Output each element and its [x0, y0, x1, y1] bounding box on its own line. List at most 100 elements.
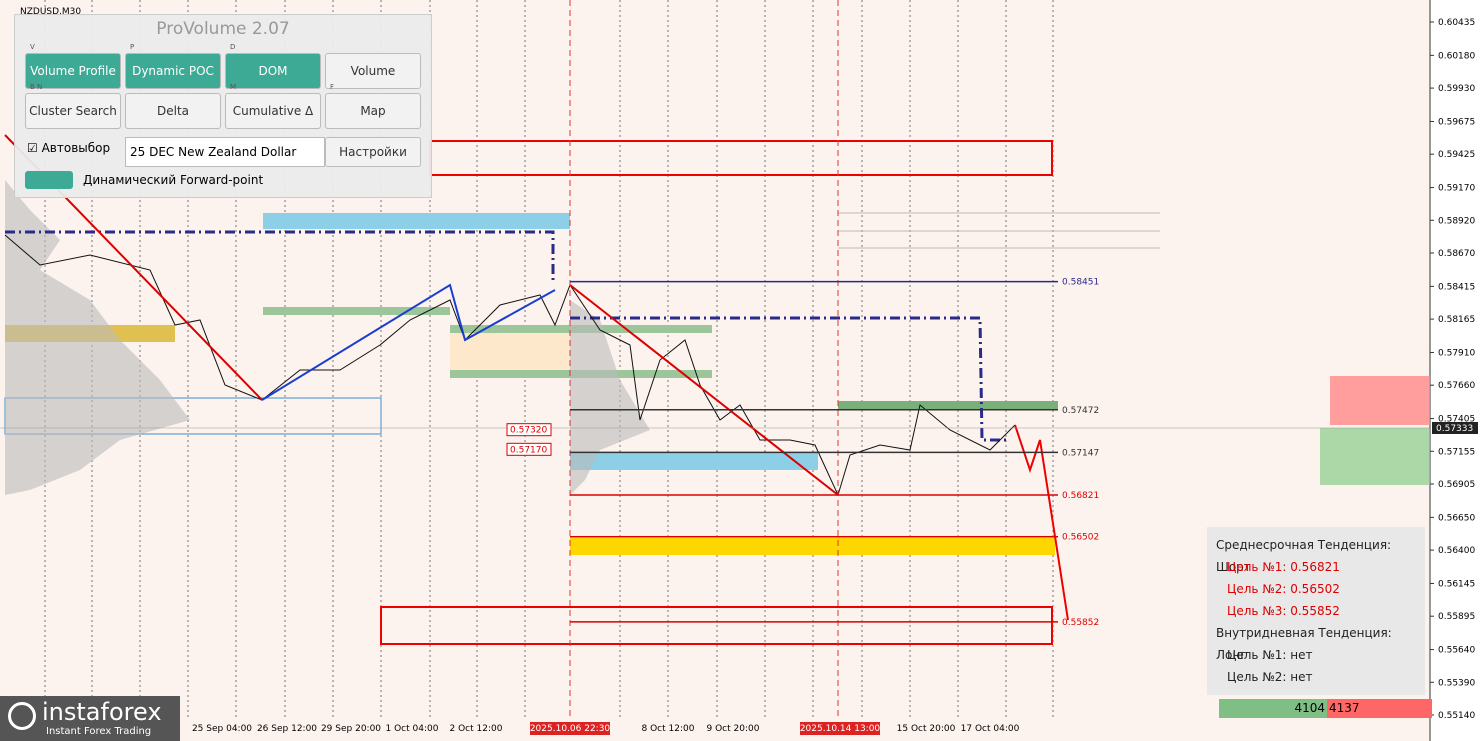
- price-tick: 0.60435: [1438, 18, 1475, 28]
- zone: [838, 401, 1058, 410]
- info-box: Среднесрочная Тенденция: Шорт Цель №1: 0.…: [1207, 527, 1425, 695]
- price-tick: 0.57405: [1438, 415, 1475, 425]
- panel-button[interactable]: Volume: [325, 53, 421, 89]
- dom-buy: [1320, 428, 1430, 485]
- provolume-panel: ProVolume 2.07 Volume Profile V Dynamic PO…: [14, 14, 432, 198]
- time-label: 15 Oct 20:00: [897, 724, 956, 734]
- zone: [263, 213, 570, 229]
- price-tick: 0.56145: [1438, 579, 1475, 589]
- time-label: 2025.10.14 13:00: [800, 724, 881, 734]
- price-tick: 0.59930: [1438, 84, 1475, 94]
- price-tick: 0.56905: [1438, 480, 1475, 490]
- time-label: 17 Oct 04:00: [961, 724, 1020, 734]
- toggle[interactable]: [25, 171, 73, 189]
- price-tick: 0.58920: [1438, 216, 1475, 226]
- price-tick: 0.59425: [1438, 150, 1475, 160]
- time-highlight: [530, 722, 610, 735]
- current-price-box: [1432, 421, 1478, 434]
- info-line: Цель №2: 0.56502: [1227, 582, 1340, 596]
- zone: [570, 453, 818, 470]
- price-tick: 0.55140: [1438, 711, 1475, 721]
- price-tick: 0.55390: [1438, 678, 1475, 688]
- price-tick: 0.56400: [1438, 546, 1475, 556]
- price-tick: 0.59675: [1438, 117, 1475, 127]
- time-label: 2 Oct 12:00: [450, 724, 503, 734]
- info-line: Внутридневная Тенденция: Лонг: [1216, 626, 1392, 662]
- button-key: V: [30, 43, 35, 51]
- time-highlight: [800, 722, 880, 735]
- logo-icon: [8, 702, 36, 730]
- settings-button[interactable]: Настройки: [325, 137, 421, 167]
- buy-count: 4104: [1294, 701, 1325, 715]
- zigzag: [261, 283, 556, 401]
- logo-tagline: Instant Forex Trading: [46, 726, 152, 737]
- sell-volume: 4137: [1327, 699, 1432, 718]
- poc-line: [570, 316, 1010, 442]
- price-line: [4, 234, 1016, 497]
- sell-count: 4137: [1329, 701, 1360, 715]
- button-key: P: [130, 43, 135, 51]
- info-line: Среднесрочная Тенденция: Шорт: [1216, 538, 1392, 574]
- time-label: 9 Oct 20:00: [707, 724, 760, 734]
- time-label: 2025.10.06 22:30: [530, 724, 611, 734]
- level-box: [506, 423, 552, 437]
- panel-button[interactable]: Map F: [325, 83, 421, 129]
- time-label: 8 Oct 12:00: [642, 724, 695, 734]
- zone: [263, 307, 450, 315]
- level-label: 0.57320: [510, 426, 547, 436]
- price-tick: 0.57660: [1438, 381, 1475, 391]
- checkbox-label: Автовыбор: [41, 141, 111, 155]
- zone: [570, 538, 1055, 555]
- toggle-label: Динамический Forward-point: [83, 173, 264, 187]
- time-label: 26 Sep 12:00: [257, 724, 317, 734]
- level-label: 0.58451: [1062, 278, 1099, 288]
- dropdown[interactable]: 25 DEC New Zealand Dollar: [125, 137, 325, 167]
- price-tick: 0.60180: [1438, 51, 1475, 61]
- volume-profile: [570, 300, 650, 495]
- panel-button[interactable]: Cluster Search B N: [25, 83, 121, 129]
- checkbox[interactable]: ☑ Автовыбор: [27, 141, 111, 155]
- logo-name: instaforex: [42, 698, 162, 726]
- price-tick: 0.59170: [1438, 184, 1475, 194]
- level-label: 0.56502: [1062, 533, 1099, 543]
- price-tick: 0.58670: [1438, 249, 1475, 259]
- level-box: [506, 442, 552, 456]
- info-line: Цель №1: нет: [1227, 648, 1313, 662]
- time-label: 1 Oct 04:00: [386, 724, 439, 734]
- info-line: Цель №1: 0.56821: [1227, 560, 1340, 574]
- price-tick: 0.57155: [1438, 447, 1475, 457]
- level-label: 0.55852: [1062, 618, 1099, 628]
- logo: instaforex Instant Forex Trading: [0, 696, 180, 741]
- level-label: 0.57147: [1062, 448, 1099, 458]
- panel-button[interactable]: Delta: [125, 93, 221, 129]
- price-tick: 0.58415: [1438, 282, 1475, 292]
- zone: [380, 606, 1053, 645]
- volume-profile: [5, 180, 190, 495]
- forecast: [1014, 424, 1069, 621]
- price-tick: 0.55640: [1438, 646, 1475, 656]
- time-label: 29 Sep 20:00: [321, 724, 381, 734]
- level-label: 0.57472: [1062, 406, 1099, 416]
- panel-title: ProVolume 2.07: [156, 19, 290, 39]
- price-tick: 0.58165: [1438, 315, 1475, 325]
- symbol: NZDUSD,M30: [20, 7, 81, 17]
- current-price: 0.57333: [1436, 424, 1473, 434]
- panel-button[interactable]: Dynamic POC P: [125, 43, 221, 89]
- button-key: F: [330, 83, 335, 91]
- button-key: D: [230, 43, 236, 51]
- price-tick: 0.57910: [1438, 348, 1475, 358]
- level-label: 0.56821: [1062, 491, 1099, 501]
- poc-line: [5, 230, 555, 280]
- panel-button[interactable]: DOM D: [225, 43, 321, 89]
- price-tick: 0.55895: [1438, 612, 1475, 622]
- panel-button[interactable]: Volume Profile V: [25, 43, 121, 89]
- buy-volume: 4104: [1219, 699, 1327, 718]
- time-label: 25 Sep 04:00: [192, 724, 252, 734]
- button-key: M: [230, 83, 237, 91]
- dom-sell: [1330, 376, 1430, 425]
- price-tick: 0.56650: [1438, 513, 1475, 523]
- trend-line: [569, 284, 839, 496]
- info-line: Цель №2: нет: [1227, 670, 1313, 684]
